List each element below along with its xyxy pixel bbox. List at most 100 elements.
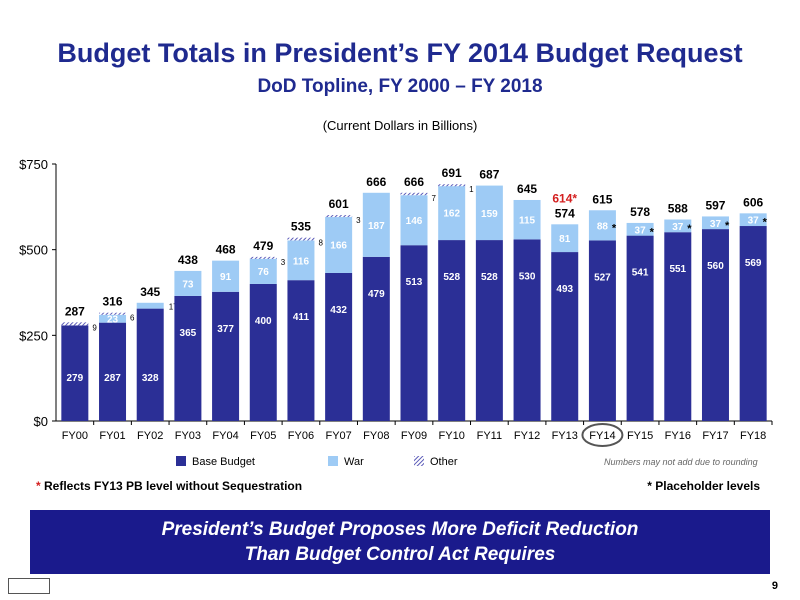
y-tick-label: $0 [34, 414, 48, 429]
base-value-label: 513 [406, 277, 423, 288]
base-value-label: 541 [632, 268, 649, 279]
bar-base [99, 322, 127, 421]
war-value-label: 73 [182, 279, 194, 290]
y-tick-label: $500 [19, 243, 48, 258]
total-value-label: 316 [103, 295, 123, 309]
war-value-label: 37 [672, 222, 684, 233]
x-tick-label: FY06 [288, 430, 314, 442]
legend-label: Other [430, 456, 458, 468]
bar-base [475, 240, 503, 421]
x-tick-label: FY15 [627, 430, 653, 442]
bar-other [438, 184, 466, 187]
bar-base [588, 240, 616, 421]
legend-label: War [344, 456, 364, 468]
other-value-label: 1 [469, 185, 474, 194]
bar-war [362, 192, 390, 257]
base-value-label: 365 [180, 328, 197, 339]
page-number: 9 [771, 580, 778, 592]
total-value-label: 597 [705, 198, 725, 212]
base-value-label: 411 [293, 312, 310, 323]
bar-base [438, 240, 466, 421]
bar-base [513, 239, 541, 421]
footnote-sequestration: * Reflects FY13 PB level without Sequest… [36, 479, 302, 493]
total-value-label: 468 [216, 243, 236, 257]
chart-subtitle: DoD Topline, FY 2000 – FY 2018 [257, 76, 543, 97]
x-tick-label: FY07 [325, 430, 351, 442]
war-value-label: 37 [710, 219, 722, 230]
x-tick-label: FY10 [439, 430, 465, 442]
x-tick-label: FY02 [137, 430, 163, 442]
total-value-label: 601 [329, 197, 349, 211]
bar-other [249, 256, 277, 259]
x-tick-label: FY04 [212, 430, 238, 442]
chart-title: Budget Totals in President’s FY 2014 Bud… [57, 38, 743, 68]
base-value-label: 432 [330, 305, 347, 316]
bar-base [362, 256, 390, 421]
war-value-label: 162 [443, 208, 460, 219]
bar-war [287, 240, 315, 281]
rounding-note: Numbers may not add due to rounding [604, 457, 758, 467]
base-value-label: 551 [669, 264, 686, 275]
war-value-label: 159 [481, 209, 498, 220]
banner-line-2: Than Budget Control Act Requires [244, 544, 556, 565]
total-value-label: 645 [517, 182, 537, 196]
base-value-label: 527 [594, 272, 611, 283]
x-tick-label: FY00 [62, 430, 88, 442]
war-value-label: 146 [406, 216, 423, 227]
x-tick-label: FY01 [99, 430, 125, 442]
war-value-label: 37 [748, 216, 760, 227]
bar-base [325, 272, 353, 421]
other-value-label: 8 [318, 239, 323, 248]
total-value-label: 615 [592, 192, 612, 206]
bar-other [61, 322, 89, 326]
bar-war [626, 222, 654, 236]
x-tick-label: FY18 [740, 430, 766, 442]
base-value-label: 400 [255, 316, 272, 327]
bar-war [513, 199, 541, 240]
y-tick-label: $250 [19, 328, 48, 343]
total-value-label: 687 [479, 168, 499, 182]
war-asterisk: * [725, 220, 730, 232]
total-value-label: 345 [140, 285, 160, 299]
x-tick-label: FY03 [175, 430, 201, 442]
x-tick-label: FY16 [665, 430, 691, 442]
war-value-label: 81 [559, 234, 571, 245]
base-value-label: 377 [217, 324, 234, 335]
banner-line-1: President’s Budget Proposes More Deficit… [161, 519, 639, 540]
bar-base [212, 291, 240, 421]
war-value-label: 166 [330, 241, 347, 252]
footnote-asterisk: * [36, 479, 41, 493]
legend-swatch [414, 456, 424, 466]
base-value-label: 328 [142, 373, 159, 384]
total-value-label: 479 [253, 239, 273, 253]
bar-other [287, 237, 315, 241]
x-tick-label: FY17 [702, 430, 728, 442]
war-value-label: 187 [368, 221, 385, 232]
bar-war [701, 216, 729, 230]
highlight-circle [581, 423, 624, 447]
x-tick-label: FY11 [477, 430, 502, 442]
x-tick-label: FY12 [514, 430, 540, 442]
bar-base [664, 232, 692, 421]
pb-total-label: 614* [552, 191, 577, 205]
bar-war [136, 302, 164, 309]
legend-swatch [176, 456, 186, 466]
bar-base [739, 226, 767, 421]
logo-icon [8, 578, 50, 594]
x-tick-label: FY05 [250, 430, 276, 442]
bar-other [400, 192, 428, 196]
total-value-label: 666 [404, 175, 424, 189]
base-value-label: 569 [745, 258, 762, 269]
bar-base [174, 295, 202, 421]
legend-label: Base Budget [192, 456, 255, 468]
base-value-label: 560 [707, 261, 724, 272]
war-value-label: 23 [107, 315, 119, 326]
bar-war [475, 185, 503, 241]
base-value-label: 528 [481, 272, 498, 283]
footnote-sequestration-text: Reflects FY13 PB level without Sequestra… [40, 479, 303, 493]
bar-base [400, 245, 428, 421]
war-value-label: 17 [169, 303, 178, 312]
footnote-placeholder: * Placeholder levels [647, 479, 760, 493]
bar-war [174, 270, 202, 296]
